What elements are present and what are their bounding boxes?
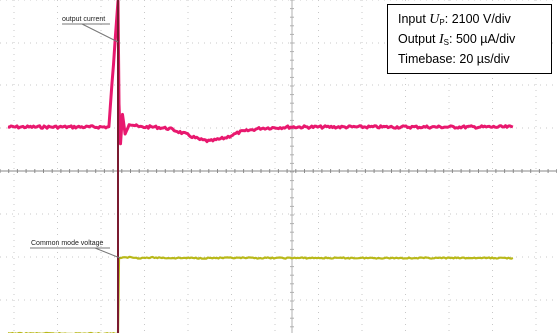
output-prefix: Output — [398, 32, 439, 46]
common-mode-voltage-trace — [7, 255, 514, 333]
input-value: : 2100 V/div — [444, 12, 511, 26]
input-prefix: Input — [398, 12, 430, 26]
output-variable: I — [439, 32, 444, 47]
output-value: : 500 µA/div — [449, 32, 516, 46]
common-mode-leader — [94, 247, 121, 259]
traces — [7, 0, 514, 333]
output-current-leader — [81, 23, 119, 43]
output-current-label: output current — [62, 16, 105, 23]
output-current-trace — [7, 0, 514, 146]
scale-info-box: Input UP: 2100 V/div Output IS: 500 µA/d… — [387, 4, 552, 74]
timebase-line: Timebase: 20 µs/div — [398, 52, 510, 66]
output-subscript: S — [443, 38, 450, 47]
common-mode-label: Common mode voltage — [31, 240, 103, 247]
input-scale-line: Input UP: 2100 V/div — [398, 11, 551, 31]
output-scale-line: Output IS: 500 µA/div — [398, 31, 551, 51]
input-variable: U — [429, 12, 440, 27]
annotations: output current Common mode voltage — [30, 16, 121, 259]
input-subscript: P — [439, 18, 445, 27]
